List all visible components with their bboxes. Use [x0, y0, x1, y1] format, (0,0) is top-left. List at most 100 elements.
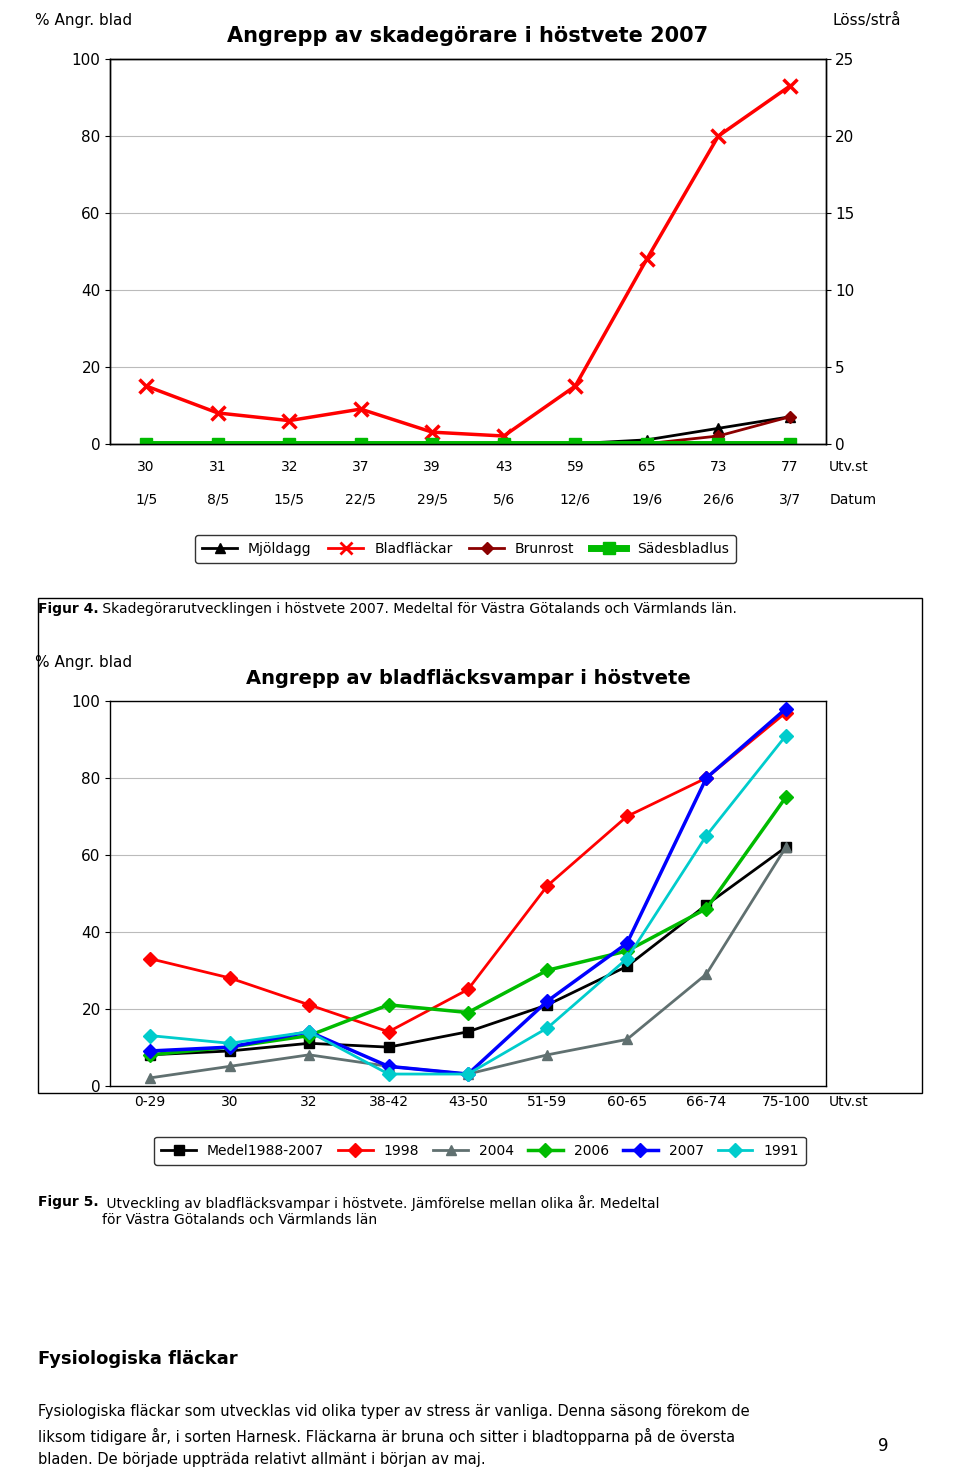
Text: 77: 77: [781, 460, 799, 475]
1998: [224, 969, 235, 986]
2004: [701, 966, 712, 984]
Text: 65: 65: [638, 460, 656, 475]
Text: 43: 43: [495, 460, 513, 475]
Line: 2006: 2006: [145, 793, 791, 1059]
Medel1988-2007: [701, 896, 712, 914]
1991: [780, 726, 792, 744]
2004: [303, 1046, 315, 1063]
Text: 8/5: 8/5: [206, 493, 228, 507]
Text: 12/6: 12/6: [560, 493, 590, 507]
1998: [463, 981, 474, 998]
Legend: Mjöldagg, Bladfläckar, Brunrost, Sädesbladlus: Mjöldagg, Bladfläckar, Brunrost, Sädesbl…: [195, 535, 736, 562]
2004: [780, 839, 792, 856]
2006: [303, 1026, 315, 1044]
Text: 26/6: 26/6: [703, 493, 733, 507]
Text: Utveckling av bladfläcksvampar i höstvete. Jämförelse mellan olika år. Medeltal
: Utveckling av bladfläcksvampar i höstvet…: [102, 1195, 660, 1228]
2006: [541, 961, 553, 979]
Text: 1/5: 1/5: [135, 493, 157, 507]
Text: 0-29: 0-29: [134, 1094, 166, 1109]
Text: Utv.st: Utv.st: [829, 460, 869, 475]
1998: [303, 995, 315, 1013]
Medel1988-2007: [224, 1043, 235, 1060]
Medel1988-2007: [463, 1023, 474, 1041]
1998: [541, 877, 553, 895]
Text: 32: 32: [300, 1094, 318, 1109]
2004: [383, 1057, 395, 1075]
Text: 19/6: 19/6: [631, 493, 662, 507]
2007: [224, 1038, 235, 1056]
2007: [541, 992, 553, 1010]
Text: 73: 73: [709, 460, 727, 475]
2006: [621, 942, 633, 960]
Line: 2007: 2007: [145, 704, 791, 1078]
Text: Utv.st: Utv.st: [829, 1094, 869, 1109]
2006: [144, 1046, 156, 1063]
2007: [383, 1057, 395, 1075]
Text: Figur 5.: Figur 5.: [38, 1195, 99, 1208]
Text: 15/5: 15/5: [274, 493, 304, 507]
1991: [541, 1019, 553, 1037]
Text: % Angr. blad: % Angr. blad: [36, 13, 132, 28]
2006: [463, 1004, 474, 1022]
2007: [780, 700, 792, 717]
1991: [224, 1034, 235, 1052]
1991: [383, 1065, 395, 1083]
Title: Angrepp av skadegörare i höstvete 2007: Angrepp av skadegörare i höstvete 2007: [228, 27, 708, 46]
Text: Fysiologiska fläckar: Fysiologiska fläckar: [38, 1350, 238, 1368]
Text: 43-50: 43-50: [448, 1094, 488, 1109]
1991: [463, 1065, 474, 1083]
2007: [621, 935, 633, 952]
Text: 22/5: 22/5: [346, 493, 376, 507]
2007: [144, 1043, 156, 1060]
1991: [621, 950, 633, 967]
Text: 51-59: 51-59: [527, 1094, 567, 1109]
Text: 9: 9: [878, 1436, 888, 1455]
Text: Fysiologiska fläckar som utvecklas vid olika typer av stress är vanliga. Denna s: Fysiologiska fläckar som utvecklas vid o…: [38, 1404, 750, 1467]
Text: 29/5: 29/5: [417, 493, 447, 507]
Text: Löss/strå: Löss/strå: [832, 13, 900, 28]
Medel1988-2007: [144, 1046, 156, 1063]
Text: Datum: Datum: [829, 493, 876, 507]
2006: [701, 899, 712, 917]
1998: [701, 769, 712, 787]
Line: Medel1988-2007: Medel1988-2007: [145, 843, 791, 1059]
1998: [621, 808, 633, 825]
1991: [303, 1023, 315, 1041]
1998: [383, 1023, 395, 1041]
1998: [780, 704, 792, 722]
1998: [144, 950, 156, 967]
Text: 75-100: 75-100: [761, 1094, 810, 1109]
Text: Figur 4.: Figur 4.: [38, 602, 99, 615]
Line: 2004: 2004: [145, 843, 791, 1083]
Text: Skadegörarutvecklingen i höstvete 2007. Medeltal för Västra Götalands och Värmla: Skadegörarutvecklingen i höstvete 2007. …: [99, 602, 737, 615]
2007: [701, 769, 712, 787]
2004: [621, 1031, 633, 1049]
Medel1988-2007: [383, 1038, 395, 1056]
Line: 1991: 1991: [145, 731, 791, 1078]
Text: 38-42: 38-42: [369, 1094, 409, 1109]
Text: 37: 37: [352, 460, 370, 475]
Line: 1998: 1998: [145, 708, 791, 1037]
Text: 32: 32: [280, 460, 298, 475]
Text: 30: 30: [221, 1094, 238, 1109]
Text: 5/6: 5/6: [492, 493, 515, 507]
Legend: Medel1988-2007, 1998, 2004, 2006, 2007, 1991: Medel1988-2007, 1998, 2004, 2006, 2007, …: [155, 1137, 805, 1164]
Text: 39: 39: [423, 460, 441, 475]
2004: [144, 1069, 156, 1087]
2004: [463, 1065, 474, 1083]
2007: [463, 1065, 474, 1083]
1991: [701, 827, 712, 845]
2007: [303, 1023, 315, 1041]
Medel1988-2007: [780, 839, 792, 856]
Medel1988-2007: [541, 995, 553, 1013]
Medel1988-2007: [303, 1034, 315, 1052]
2004: [224, 1057, 235, 1075]
2004: [541, 1046, 553, 1063]
Medel1988-2007: [621, 957, 633, 975]
Text: % Angr. blad: % Angr. blad: [36, 655, 132, 670]
2006: [780, 788, 792, 806]
Text: 66-74: 66-74: [686, 1094, 727, 1109]
Title: Angrepp av bladfläcksvampar i höstvete: Angrepp av bladfläcksvampar i höstvete: [246, 670, 690, 688]
1991: [144, 1026, 156, 1044]
Text: 31: 31: [209, 460, 227, 475]
